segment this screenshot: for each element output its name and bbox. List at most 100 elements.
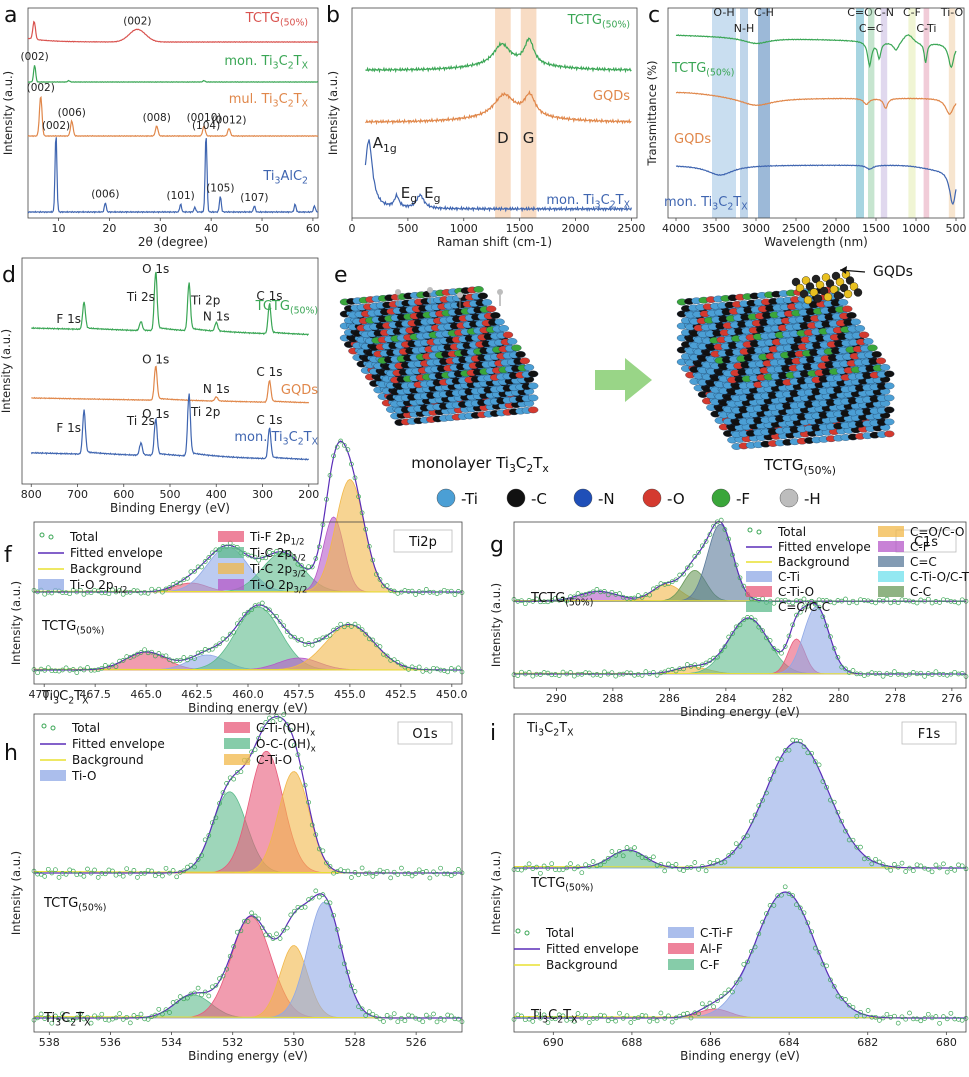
- band-label: C-H: [754, 6, 774, 19]
- x-tick-label: 462.5: [181, 688, 213, 701]
- legend-label: C-C: [910, 585, 931, 599]
- x-tick-label: 532: [222, 1036, 243, 1049]
- ftir-band: [856, 8, 864, 218]
- atom: [850, 318, 861, 326]
- mode-label: A1g: [373, 134, 397, 155]
- legend-label: C-Ti-F: [700, 926, 733, 940]
- data-point: [391, 869, 397, 875]
- x-axis-label: Binding Energy (eV): [110, 501, 230, 515]
- spectrum-label: Ti3C2TX: [526, 721, 574, 739]
- spectrum-label: Ti3C2TX: [43, 1011, 91, 1029]
- atom-legend-label: -O: [667, 490, 685, 508]
- data-point: [771, 600, 777, 606]
- data-point: [647, 1018, 652, 1024]
- atom: [884, 382, 895, 390]
- data-point: [888, 672, 894, 678]
- panel-letter: d: [2, 263, 16, 288]
- legend-label: C-Ti-O: [256, 753, 292, 767]
- data-point: [711, 1004, 716, 1010]
- data-point: [843, 596, 848, 602]
- band-label: C-F: [903, 6, 921, 19]
- caption-monolayer: monolayer Ti3C2Tx: [411, 454, 549, 475]
- x-axis-label: Binding energy (eV): [188, 1049, 308, 1063]
- legend-fill-marker: [218, 563, 244, 574]
- peak-label: (008): [143, 112, 171, 124]
- y-axis-label: Transmittance (%): [645, 60, 659, 166]
- data-point: [571, 673, 577, 679]
- x-tick-label: 280: [828, 692, 849, 705]
- x-tick-label: 284: [715, 692, 736, 705]
- x-tick-label: 3500: [702, 222, 730, 235]
- ftir-series-line: [675, 34, 957, 69]
- legend-label: Background: [72, 753, 144, 767]
- panel-d: 800 700 600 500 400 300 200 Binding Energy (eV)…: [0, 257, 319, 515]
- x-tick-label: 1500: [862, 222, 890, 235]
- x-tick-label: 530: [283, 1036, 304, 1049]
- h-atom: [395, 289, 401, 295]
- data-point: [933, 669, 939, 675]
- x-tick-label: 688: [621, 1036, 642, 1049]
- data-point: [181, 655, 187, 660]
- data-point: [895, 1020, 901, 1026]
- data-point: [669, 1019, 675, 1025]
- data-point: [174, 874, 180, 880]
- data-point: [81, 873, 87, 879]
- atom-legend-marker: [436, 488, 456, 508]
- data-point: [586, 1020, 592, 1025]
- legend-label: Background: [778, 555, 850, 569]
- data-point: [99, 1011, 105, 1017]
- atom-legend-label: -N: [598, 490, 615, 508]
- data-point: [666, 861, 671, 867]
- legend-dot-marker: [41, 723, 47, 729]
- x-tick-label: 50: [255, 222, 269, 235]
- atom: [884, 418, 895, 426]
- data-point: [448, 1013, 454, 1019]
- data-point: [359, 865, 365, 871]
- x-tick-label: 30: [153, 222, 167, 235]
- xps-peak-label: C 1s: [256, 365, 282, 379]
- xps-peak-label: Ti 2s: [126, 414, 155, 428]
- data-point: [156, 1006, 162, 1012]
- peak-label: (104): [192, 120, 220, 132]
- legend-dot-marker: [747, 527, 753, 533]
- data-point: [120, 873, 126, 879]
- legend-fill-marker: [878, 541, 904, 552]
- data-point: [370, 874, 376, 879]
- legend-label: Fitted envelope: [778, 540, 871, 554]
- band-label: Ti-O: [940, 6, 964, 19]
- xrd-series-line: [27, 95, 319, 138]
- atom: [846, 312, 857, 319]
- data-point: [628, 1020, 634, 1025]
- raman-series-line: [364, 139, 632, 213]
- x-tick-label: 2500: [782, 222, 810, 235]
- spectrum-label: TCTG(50%): [530, 876, 593, 894]
- data-point: [391, 1011, 397, 1017]
- data-point: [366, 1009, 372, 1015]
- data-point: [320, 848, 326, 854]
- atom: [867, 344, 878, 352]
- atom: [528, 370, 539, 378]
- legend-label: C-Ti-(OH)x: [256, 721, 315, 738]
- atom: [523, 364, 535, 371]
- raman-band: [495, 8, 511, 218]
- peak-label: (0010): [187, 112, 222, 124]
- atom: [528, 406, 539, 414]
- data-point: [74, 670, 80, 675]
- legend-label: Total: [69, 530, 98, 544]
- x-tick-label: 467.5: [79, 688, 111, 701]
- data-point: [95, 875, 101, 880]
- x-tick-label: 450.0: [436, 688, 468, 701]
- legend-label: Total: [71, 721, 100, 735]
- data-point: [741, 961, 747, 967]
- legend-fill-marker: [40, 770, 66, 781]
- legend-fill-marker: [668, 943, 694, 954]
- data-point: [160, 873, 165, 879]
- data-point: [313, 888, 319, 894]
- legend-fill-marker: [38, 579, 64, 590]
- series-label: GQDs: [593, 89, 630, 104]
- data-point: [782, 884, 788, 890]
- xps-peak-label: Ti 2p: [190, 294, 220, 308]
- element-title: O1s: [412, 727, 438, 742]
- data-point: [673, 862, 679, 867]
- data-point: [873, 856, 878, 862]
